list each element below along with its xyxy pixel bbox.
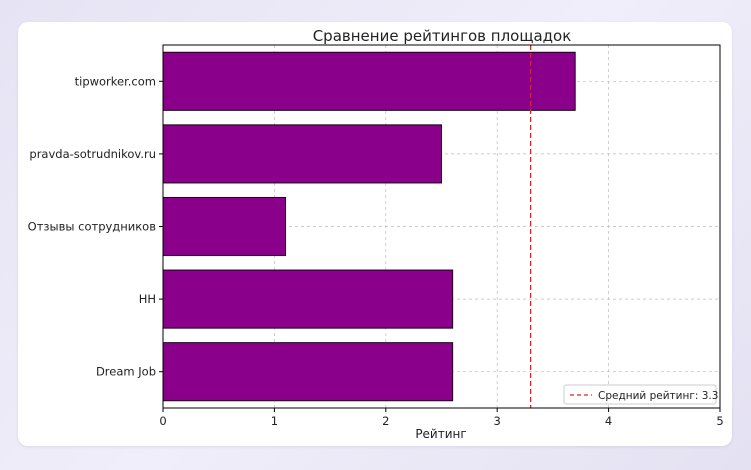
x-tick-label: 1	[271, 414, 278, 428]
x-tick-label: 2	[382, 414, 389, 428]
y-tick-label: tipworker.com	[75, 74, 156, 88]
bar	[162, 342, 454, 402]
chart-title: Сравнение рейтингов площадок	[313, 27, 572, 45]
x-axis-label: Рейтинг	[415, 427, 466, 441]
x-tick-label: 3	[494, 414, 501, 428]
legend-label: Средний рейтинг: 3.3	[598, 390, 718, 402]
y-tick-label: Dream Job	[96, 365, 156, 379]
legend: Средний рейтинг: 3.3	[563, 384, 718, 405]
y-tick-label: pravda-sotrudnikov.ru	[29, 147, 156, 161]
bars	[162, 51, 576, 402]
x-tick-label: 5	[716, 414, 723, 428]
y-tick-labels: tipworker.com pravda-sotrudnikov.ru Отзывы…	[28, 74, 163, 379]
y-tick-label: Отзывы сотрудников	[28, 220, 157, 234]
legend-box	[563, 384, 717, 405]
bar	[162, 196, 287, 257]
bar	[162, 269, 454, 329]
x-tick-labels: 0 1 2 3 4 5	[159, 408, 724, 428]
bar	[162, 124, 442, 184]
bar	[162, 51, 576, 111]
x-tick-label: 4	[605, 414, 612, 428]
x-tick-label: 0	[159, 414, 166, 428]
y-tick-label: HH	[139, 292, 156, 306]
